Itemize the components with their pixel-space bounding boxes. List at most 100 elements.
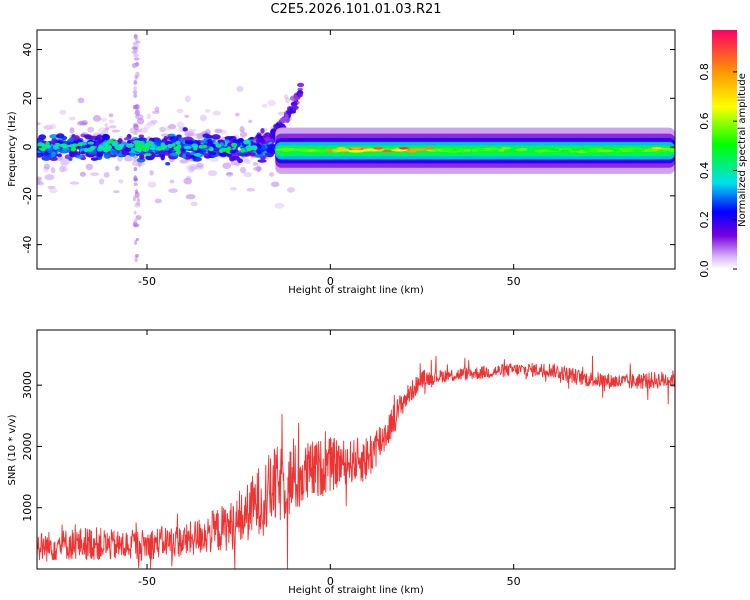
spectrogram-blob [96,134,103,140]
spectrogram-blob [43,163,51,170]
spectrogram-blob [104,148,111,152]
spectrogram-blob [560,149,572,153]
spectrogram-blob [291,104,297,109]
spectrogram-blob [264,152,272,157]
spectrogram-marks [37,33,675,263]
spectrogram-blob [135,109,140,117]
spectrogram-blob [49,123,57,130]
spectrogram-blob [75,155,84,159]
colorbar-tick-label: 0.0 [698,260,711,278]
spectrogram-blob [60,143,68,148]
spectrogram-blob [243,171,252,178]
spectrogram-blob [105,126,110,131]
spectrogram-blob [112,190,120,194]
spectrogram-blob [175,140,181,145]
spectrogram-blob [230,156,241,161]
spectrogram-blob [133,33,138,39]
spectrogram-blob [348,149,365,153]
spectrogram-blob [69,116,76,121]
spectrogram-blob [90,157,99,161]
spectrogram-blob [133,124,139,130]
spectrogram-frame [36,29,676,270]
spectrogram-blob [651,147,662,150]
spectrogram-blob [133,182,138,187]
spectrogram-panel: -50 0 50 -40 -20 0 20 40 Height of straight lin… [7,29,676,296]
spectrogram-blob [146,113,152,119]
spectrogram-blob [283,94,289,100]
spectrogram-blob [182,127,188,132]
spectrogram-blob [128,158,135,162]
spectrogram-blob [204,109,211,113]
y-tick-label: 2000 [21,432,34,460]
spectrogram-blob [199,114,207,122]
spectrogram-blob [597,149,614,153]
spectrogram-blob [215,143,222,148]
spectrogram-blob [77,97,85,104]
spectrogram-blob [92,115,102,122]
spectrogram-blob [256,144,263,149]
spectrogram-blob [168,188,178,193]
spectrogram-blob [134,255,138,263]
spectrogram-blob [143,147,149,152]
spectrogram-blob [132,90,138,95]
spectrogram-blob [134,240,138,246]
spectrogram-blob [40,148,46,152]
spectrogram-blob [274,202,285,209]
spectrogram-blob [252,162,259,166]
spectrogram-blob [85,163,93,171]
spectrogram-y-label: Frequency (Hz) [7,111,18,187]
spectrogram-blob [184,130,194,137]
spectrogram-blob [211,134,221,140]
snr-x-label: Height of straight line (km) [288,585,424,596]
spectrogram-blob [256,133,262,138]
spectrogram-blob [154,106,160,113]
spectrogram-blob [632,148,646,152]
spectrogram-blob [667,149,675,152]
spectrogram-blob [549,148,560,152]
spectrogram-blob [176,134,182,138]
x-tick-label: 0 [327,275,334,288]
spectrogram-blob [69,127,75,134]
spectrogram-blob [133,223,140,228]
spectrogram-blob [169,136,179,143]
spectrogram-blob [231,142,238,148]
spectrogram-blob [249,152,256,157]
spectrogram-blob [236,85,244,93]
spectrogram-blob [267,99,276,107]
spectrogram-blob [106,139,115,144]
spectrogram-blob [462,148,472,152]
spectrogram-blob [184,95,191,103]
spectrogram-blob [114,145,120,150]
spectrogram-blob [214,128,223,134]
spectrogram-blob [190,201,198,207]
spectrogram-blob [176,108,184,114]
spectrogram-blob [105,144,112,149]
spectrogram-blob [125,143,134,148]
spectrogram-blob [135,237,139,242]
spectrogram-blob [139,153,145,160]
spectrogram-blob [239,129,245,133]
spectrogram-blob [111,142,117,147]
spectrogram-blob [133,86,137,91]
colorbar-tick-label: 0.4 [698,162,711,180]
spectrogram-blob [193,152,202,157]
spectrogram-x-label: Height of straight line (km) [288,285,424,296]
spectrogram-blob [123,137,131,141]
snr-marks [37,355,675,569]
spectrogram-blob [165,161,171,166]
spectrogram-blob [264,137,271,142]
spectrogram-ticks: -50 0 50 -40 -20 0 20 40 [21,30,675,288]
spectrogram-blob [168,123,177,130]
spectrogram-blob [297,82,305,88]
chart-title: C2E5.2026.101.01.03.R21 [270,2,441,17]
colorbar-ticks: 0.0 0.2 0.4 0.6 0.8 [698,63,737,278]
spectrogram-blob [133,156,137,162]
spectrogram-blob [256,149,262,155]
spectrogram-blob [208,151,217,156]
spectrogram-blob [220,147,228,152]
spectrogram-blob [79,171,87,177]
spectrogram-blob [195,162,204,168]
spectrogram-blob [133,131,138,136]
spectrogram-blob [135,71,140,78]
spectrogram-blob [193,147,198,151]
